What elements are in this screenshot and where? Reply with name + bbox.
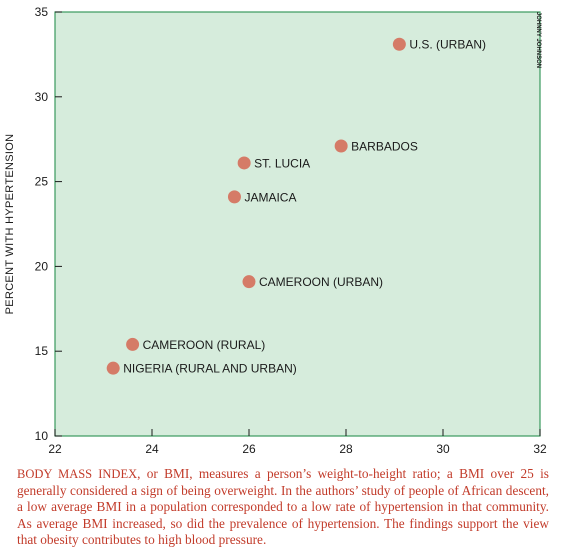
data-point xyxy=(237,156,251,170)
caption-text: , or BMI, measures a person’s weight-to-… xyxy=(17,466,549,547)
y-tick-label: 30 xyxy=(35,90,49,104)
y-tick-label: 15 xyxy=(35,344,49,358)
data-point-label: ST. LUCIA xyxy=(254,156,310,170)
data-point-label: CAMEROON (URBAN) xyxy=(259,275,383,289)
y-tick-label: 20 xyxy=(35,259,49,273)
x-tick-label: 32 xyxy=(533,442,547,456)
data-point xyxy=(126,337,140,351)
data-point-label: NIGERIA (RURAL AND URBAN) xyxy=(123,362,297,376)
data-points: U.S. (URBAN) BARBADOS ST. LUCIA JAMAICA CAME… xyxy=(106,37,486,376)
data-point xyxy=(242,275,256,289)
y-axis: 10 15 20 25 30 35 xyxy=(35,5,62,443)
caption-lead: Body mass index xyxy=(17,467,138,481)
data-point-label: CAMEROON (RURAL) xyxy=(143,338,266,352)
artist-credit: JOHNNY JOHNSON xyxy=(535,12,541,68)
data-point xyxy=(334,139,348,153)
data-point xyxy=(227,190,241,204)
data-point-label: BARBADOS xyxy=(351,139,418,153)
x-tick-label: 30 xyxy=(436,442,450,456)
y-tick-label: 25 xyxy=(35,175,49,189)
figure-caption: Body mass index, or BMI, measures a pers… xyxy=(17,466,549,549)
y-tick-label: 35 xyxy=(35,5,49,19)
data-point xyxy=(106,361,120,375)
data-point xyxy=(392,37,406,51)
x-axis: 22 24 26 28 30 32 xyxy=(48,429,547,456)
x-tick-label: 26 xyxy=(242,442,256,456)
scatter-chart: 10 15 20 25 30 35 22 24 26 28 30 32 U.S. (URBAN) BA… xyxy=(4,5,547,456)
plot-area xyxy=(54,11,541,437)
x-tick-label: 28 xyxy=(339,442,353,456)
data-point-label: JAMAICA xyxy=(244,190,296,204)
x-tick-label: 22 xyxy=(48,442,62,456)
data-point-label: U.S. (URBAN) xyxy=(409,38,486,52)
y-tick-label: 10 xyxy=(35,429,49,443)
y-axis-label: PERCENT WITH HYPERTENSION xyxy=(4,134,16,315)
x-tick-label: 24 xyxy=(145,442,159,456)
